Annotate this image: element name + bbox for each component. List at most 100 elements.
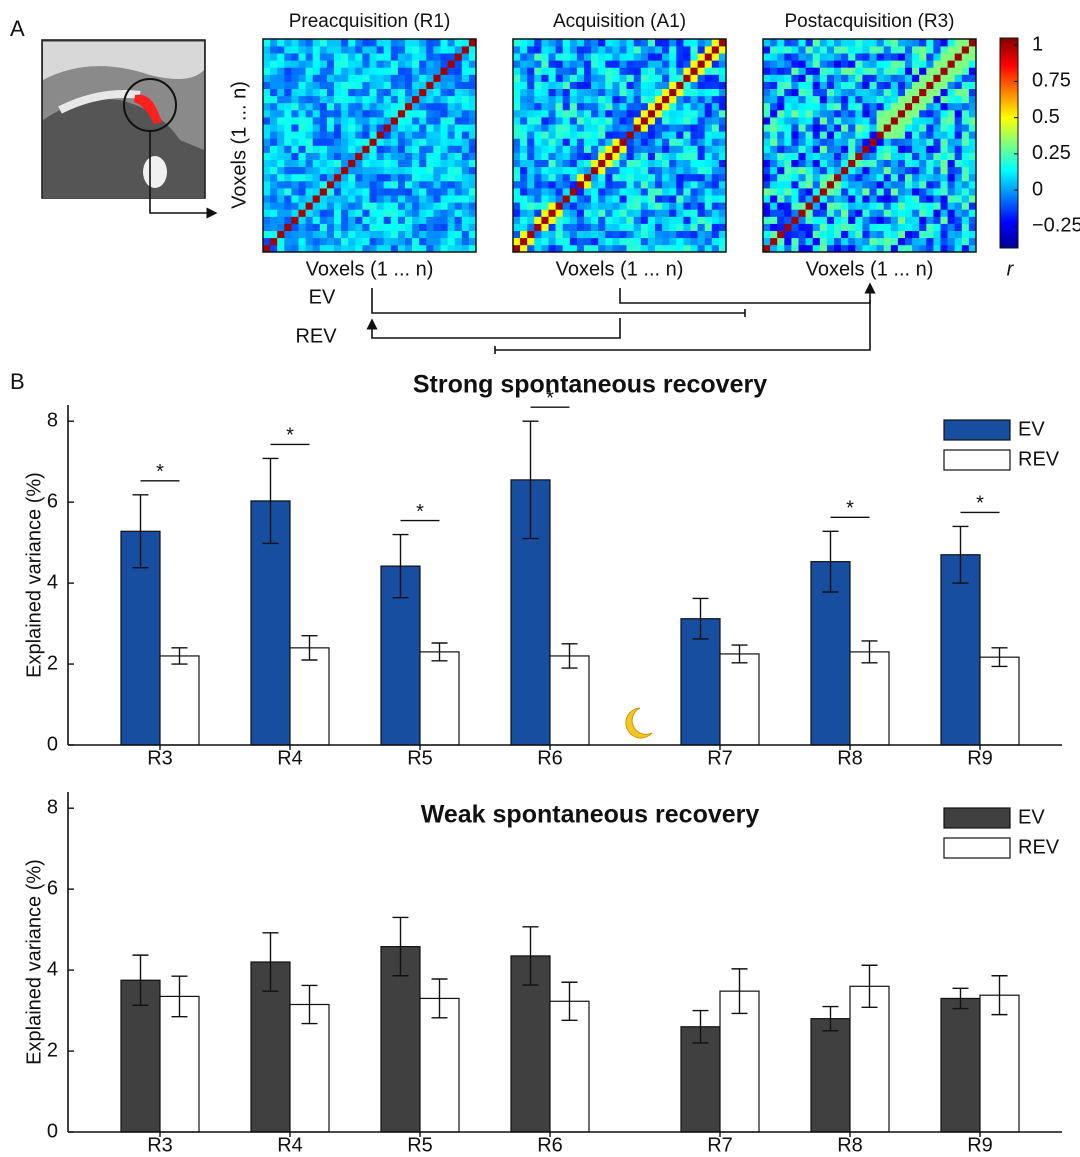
heatmap-cell [691,60,698,67]
x-tick-label: R5 [407,747,433,769]
heatmap-cell [284,224,291,231]
heatmap-cell [777,131,784,138]
heatmap-cell [926,96,933,103]
heatmap-cell [426,110,433,117]
heatmap-cell [370,103,377,110]
heatmap-cell [877,131,884,138]
heatmap-cell [799,46,806,53]
heatmap-cell [870,124,877,131]
heatmap-cell [591,117,598,124]
heatmap-cell [655,174,662,181]
heatmap-cell [277,124,284,131]
heatmap-cell [969,124,976,131]
heatmap-cell [933,245,940,252]
heatmap-cell [370,39,377,46]
heatmap-cell [355,46,362,53]
heatmap-cell [591,231,598,238]
heatmap-cell [719,96,726,103]
heatmap-cell [291,138,298,145]
x-tick-label: R8 [837,1134,863,1156]
heatmap-cell [676,231,683,238]
heatmap-cell [919,67,926,74]
heatmap-cell [313,160,320,167]
heatmap-cell [669,231,676,238]
heatmap-cell [820,67,827,74]
heatmap-cell [527,75,534,82]
heatmap-cell [799,202,806,209]
heatmap-cell [469,96,476,103]
heatmap-cell [941,138,948,145]
heatmap-cell [784,238,791,245]
heatmap-cell [549,188,556,195]
heatmap-cell [905,181,912,188]
heatmap-cell [534,131,541,138]
significance-star: * [846,498,854,520]
heatmap-cell [313,75,320,82]
heatmap-cell [563,117,570,124]
heatmap-cell [683,75,690,82]
significance-star: * [546,387,554,409]
heatmap-cell [933,89,940,96]
heatmap-cell [412,131,419,138]
heatmap-cell [962,224,969,231]
heatmap-cell [676,124,683,131]
heatmap-cell [955,167,962,174]
heatmap-cell [969,231,976,238]
heatmap-cell [905,224,912,231]
heatmap-cell [441,245,448,252]
heatmap-cell [348,89,355,96]
heatmap-cell [405,181,412,188]
heatmap-cell [284,131,291,138]
heatmap-cell [306,245,313,252]
heatmap-cell [634,46,641,53]
heatmap-cell [513,153,520,160]
heatmap-cell [577,82,584,89]
heatmap-cell [598,195,605,202]
heatmap-cell [520,153,527,160]
heatmap-cell [462,67,469,74]
heatmap-cell [862,181,869,188]
heatmap-cell [648,195,655,202]
heatmap-cell [469,245,476,252]
heatmap-cell [520,53,527,60]
heatmap-cell [384,124,391,131]
heatmap-cell [334,224,341,231]
heatmap-cell [370,96,377,103]
heatmap-cell [641,238,648,245]
heatmap-cell [877,181,884,188]
heatmap-cell [563,167,570,174]
heatmap-cell [527,238,534,245]
heatmap-cell [962,67,969,74]
heatmap-cell [941,202,948,209]
heatmap-cell [884,82,891,89]
heatmap-cell [912,60,919,67]
heatmap-cell [577,67,584,74]
heatmap-cell [855,131,862,138]
heatmap-cell [941,209,948,216]
heatmap-cell [719,153,726,160]
heatmap-cell [398,110,405,117]
heatmap-cell [355,231,362,238]
heatmap-cell [448,46,455,53]
heatmap-cell [848,245,855,252]
heatmap-cell [676,174,683,181]
heatmap-cell [791,181,798,188]
heatmap-cell [534,188,541,195]
heatmap-cell [827,53,834,60]
heatmap-cell [834,195,841,202]
heatmap-cell [426,46,433,53]
heatmap-cell [277,53,284,60]
heatmap-cell [848,181,855,188]
heatmap-cell [591,160,598,167]
heatmap-cell [591,60,598,67]
heatmap-cell [912,160,919,167]
heatmap-cell [398,167,405,174]
heatmap-cell [320,60,327,67]
heatmap-cell [941,160,948,167]
heatmap-cell [763,209,770,216]
heatmap-cell [813,167,820,174]
heatmap-cell [827,153,834,160]
heatmap-cell [705,231,712,238]
heatmap-cell [926,131,933,138]
heatmap-cell [962,245,969,252]
